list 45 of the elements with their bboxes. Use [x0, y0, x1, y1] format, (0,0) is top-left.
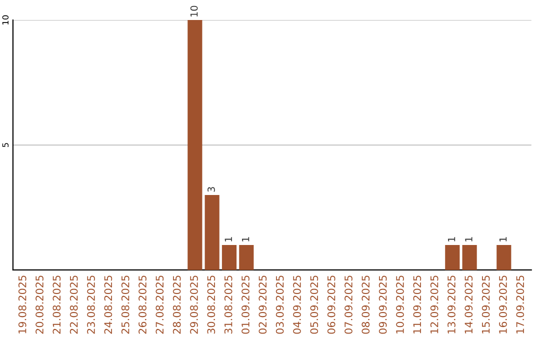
x-tick-label: 29.08.2025 [190, 276, 198, 334]
bar [496, 244, 512, 270]
x-tick-label: 14.09.2025 [464, 276, 473, 334]
x-tick-label: 30.08.2025 [207, 276, 216, 334]
data-label: 1 [465, 237, 472, 242]
x-tick-label: 23.08.2025 [87, 276, 95, 334]
x-tick-label: 08.09.2025 [362, 276, 370, 334]
data-label: 1 [499, 237, 507, 242]
bar [204, 194, 220, 270]
x-tick-label: 04.09.2025 [293, 276, 301, 334]
x-tick-label: 12.09.2025 [430, 276, 438, 334]
x-tick-label: 09.09.2025 [378, 276, 387, 334]
x-tick-label: 13.09.2025 [448, 276, 456, 334]
data-label: 1 [448, 237, 456, 242]
x-tick-label: 25.08.2025 [121, 276, 130, 334]
x-tick-label: 06.09.2025 [327, 276, 336, 334]
x-tick-label: 17.09.2025 [516, 276, 524, 334]
x-tick-label: 22.08.2025 [70, 276, 78, 334]
x-tick-label: 31.08.2025 [224, 276, 232, 334]
x-tick-label: 20.08.2025 [36, 276, 44, 334]
x-tick-label: 10.09.2025 [396, 276, 404, 334]
data-label: 1 [242, 237, 250, 242]
bar [222, 244, 237, 270]
x-tick-label: 16.09.2025 [499, 276, 507, 334]
x-tick-label: 27.08.2025 [156, 276, 164, 334]
x-tick-label: 01.09.2025 [242, 276, 250, 334]
x-tick-label: 03.09.2025 [276, 276, 284, 334]
x-tick-label: 02.09.2025 [258, 276, 267, 334]
x-tick-label: 21.08.2025 [52, 276, 61, 334]
x-tick-label: 26.08.2025 [138, 276, 146, 334]
x-tick-label: 19.08.2025 [18, 276, 26, 334]
bar [239, 244, 254, 270]
bar [445, 244, 460, 270]
x-tick-label: 15.09.2025 [482, 276, 490, 334]
data-label: 3 [208, 187, 215, 192]
data-label: 1 [224, 237, 232, 242]
x-tick-label: 07.09.2025 [344, 276, 352, 334]
y-tick-label: 5 [2, 143, 9, 148]
x-tick-label: 11.09.2025 [413, 276, 422, 334]
x-tick-label: 05.09.2025 [310, 276, 318, 334]
x-tick-label: 24.08.2025 [104, 276, 112, 334]
bar [188, 20, 202, 270]
bar [462, 244, 477, 270]
data-label: 10 [190, 6, 198, 16]
x-tick-label: 28.08.2025 [172, 276, 181, 334]
